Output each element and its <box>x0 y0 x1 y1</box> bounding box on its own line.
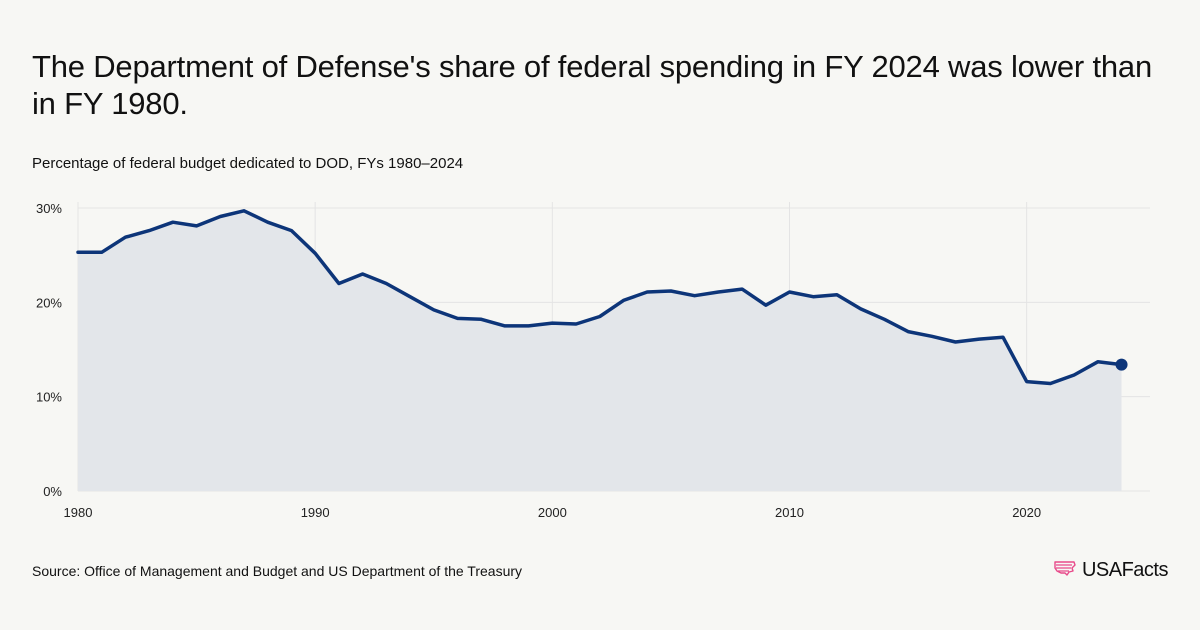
y-tick-label: 10% <box>36 390 62 405</box>
data-point-2000 <box>550 321 554 325</box>
data-point-2004 <box>645 290 649 294</box>
usa-map-icon <box>1053 559 1077 582</box>
data-point-1987 <box>242 209 246 213</box>
data-point-2018 <box>977 337 981 341</box>
y-axis: 0% 10% 20% 30% <box>36 201 62 499</box>
data-point-2017 <box>954 340 958 344</box>
data-point-2003 <box>621 298 625 302</box>
chart-title: The Department of Defense's share of fed… <box>32 49 1152 121</box>
data-point-2013 <box>859 307 863 311</box>
data-point-2009 <box>764 303 768 307</box>
last-point-marker <box>1115 358 1128 371</box>
data-point-1986 <box>218 214 222 218</box>
data-point-2014 <box>882 317 886 321</box>
y-tick-label: 20% <box>36 295 62 310</box>
data-point-1982 <box>123 235 127 239</box>
data-point-2007 <box>716 290 720 294</box>
source-note: Source: Office of Management and Budget … <box>32 563 523 579</box>
logo-text: USAFacts <box>1081 559 1169 581</box>
data-point-1980 <box>76 250 80 254</box>
data-point-1997 <box>479 317 483 321</box>
data-point-1992 <box>361 272 365 276</box>
data-point-1994 <box>408 295 412 299</box>
x-tick-label: 2000 <box>538 505 567 520</box>
x-axis: 1980 1990 2000 2010 2020 <box>64 505 1042 520</box>
data-point-2023 <box>1096 360 1100 364</box>
area-fill <box>78 210 1122 492</box>
data-point-1988 <box>266 220 270 224</box>
data-point-1995 <box>432 308 436 312</box>
data-point-2012 <box>835 293 839 297</box>
usafacts-logo[interactable]: USAFacts <box>1053 559 1169 582</box>
data-point-2011 <box>811 295 815 299</box>
data-point-2019 <box>1001 335 1005 339</box>
data-point-2010 <box>788 290 792 294</box>
data-point-2016 <box>930 334 934 338</box>
data-point-1989 <box>289 229 293 233</box>
y-tick-label: 30% <box>36 201 62 216</box>
data-point-1998 <box>503 324 507 328</box>
x-tick-label: 2010 <box>775 505 804 520</box>
y-tick-label: 0% <box>43 484 62 499</box>
data-point-2021 <box>1048 381 1052 385</box>
data-point-2005 <box>669 289 673 293</box>
data-point-2002 <box>598 314 602 318</box>
data-point-1984 <box>171 220 175 224</box>
data-point-2008 <box>740 287 744 291</box>
x-tick-label: 2020 <box>1012 505 1041 520</box>
x-tick-label: 1980 <box>64 505 93 520</box>
data-point-1985 <box>195 224 199 228</box>
data-point-1990 <box>313 251 317 255</box>
data-point-2001 <box>574 322 578 326</box>
data-point-1996 <box>455 316 459 320</box>
data-point-1991 <box>337 281 341 285</box>
data-point-2015 <box>906 330 910 334</box>
data-point-2020 <box>1025 380 1029 384</box>
data-point-2006 <box>693 294 697 298</box>
chart-subtitle: Percentage of federal budget dedicated t… <box>32 155 464 172</box>
data-point-1993 <box>384 281 388 285</box>
series-line <box>76 209 1124 386</box>
data-point-1981 <box>100 250 104 254</box>
data-point-2022 <box>1072 373 1076 377</box>
x-tick-label: 1990 <box>301 505 330 520</box>
data-point-1983 <box>147 229 151 233</box>
data-point-1999 <box>527 324 531 328</box>
